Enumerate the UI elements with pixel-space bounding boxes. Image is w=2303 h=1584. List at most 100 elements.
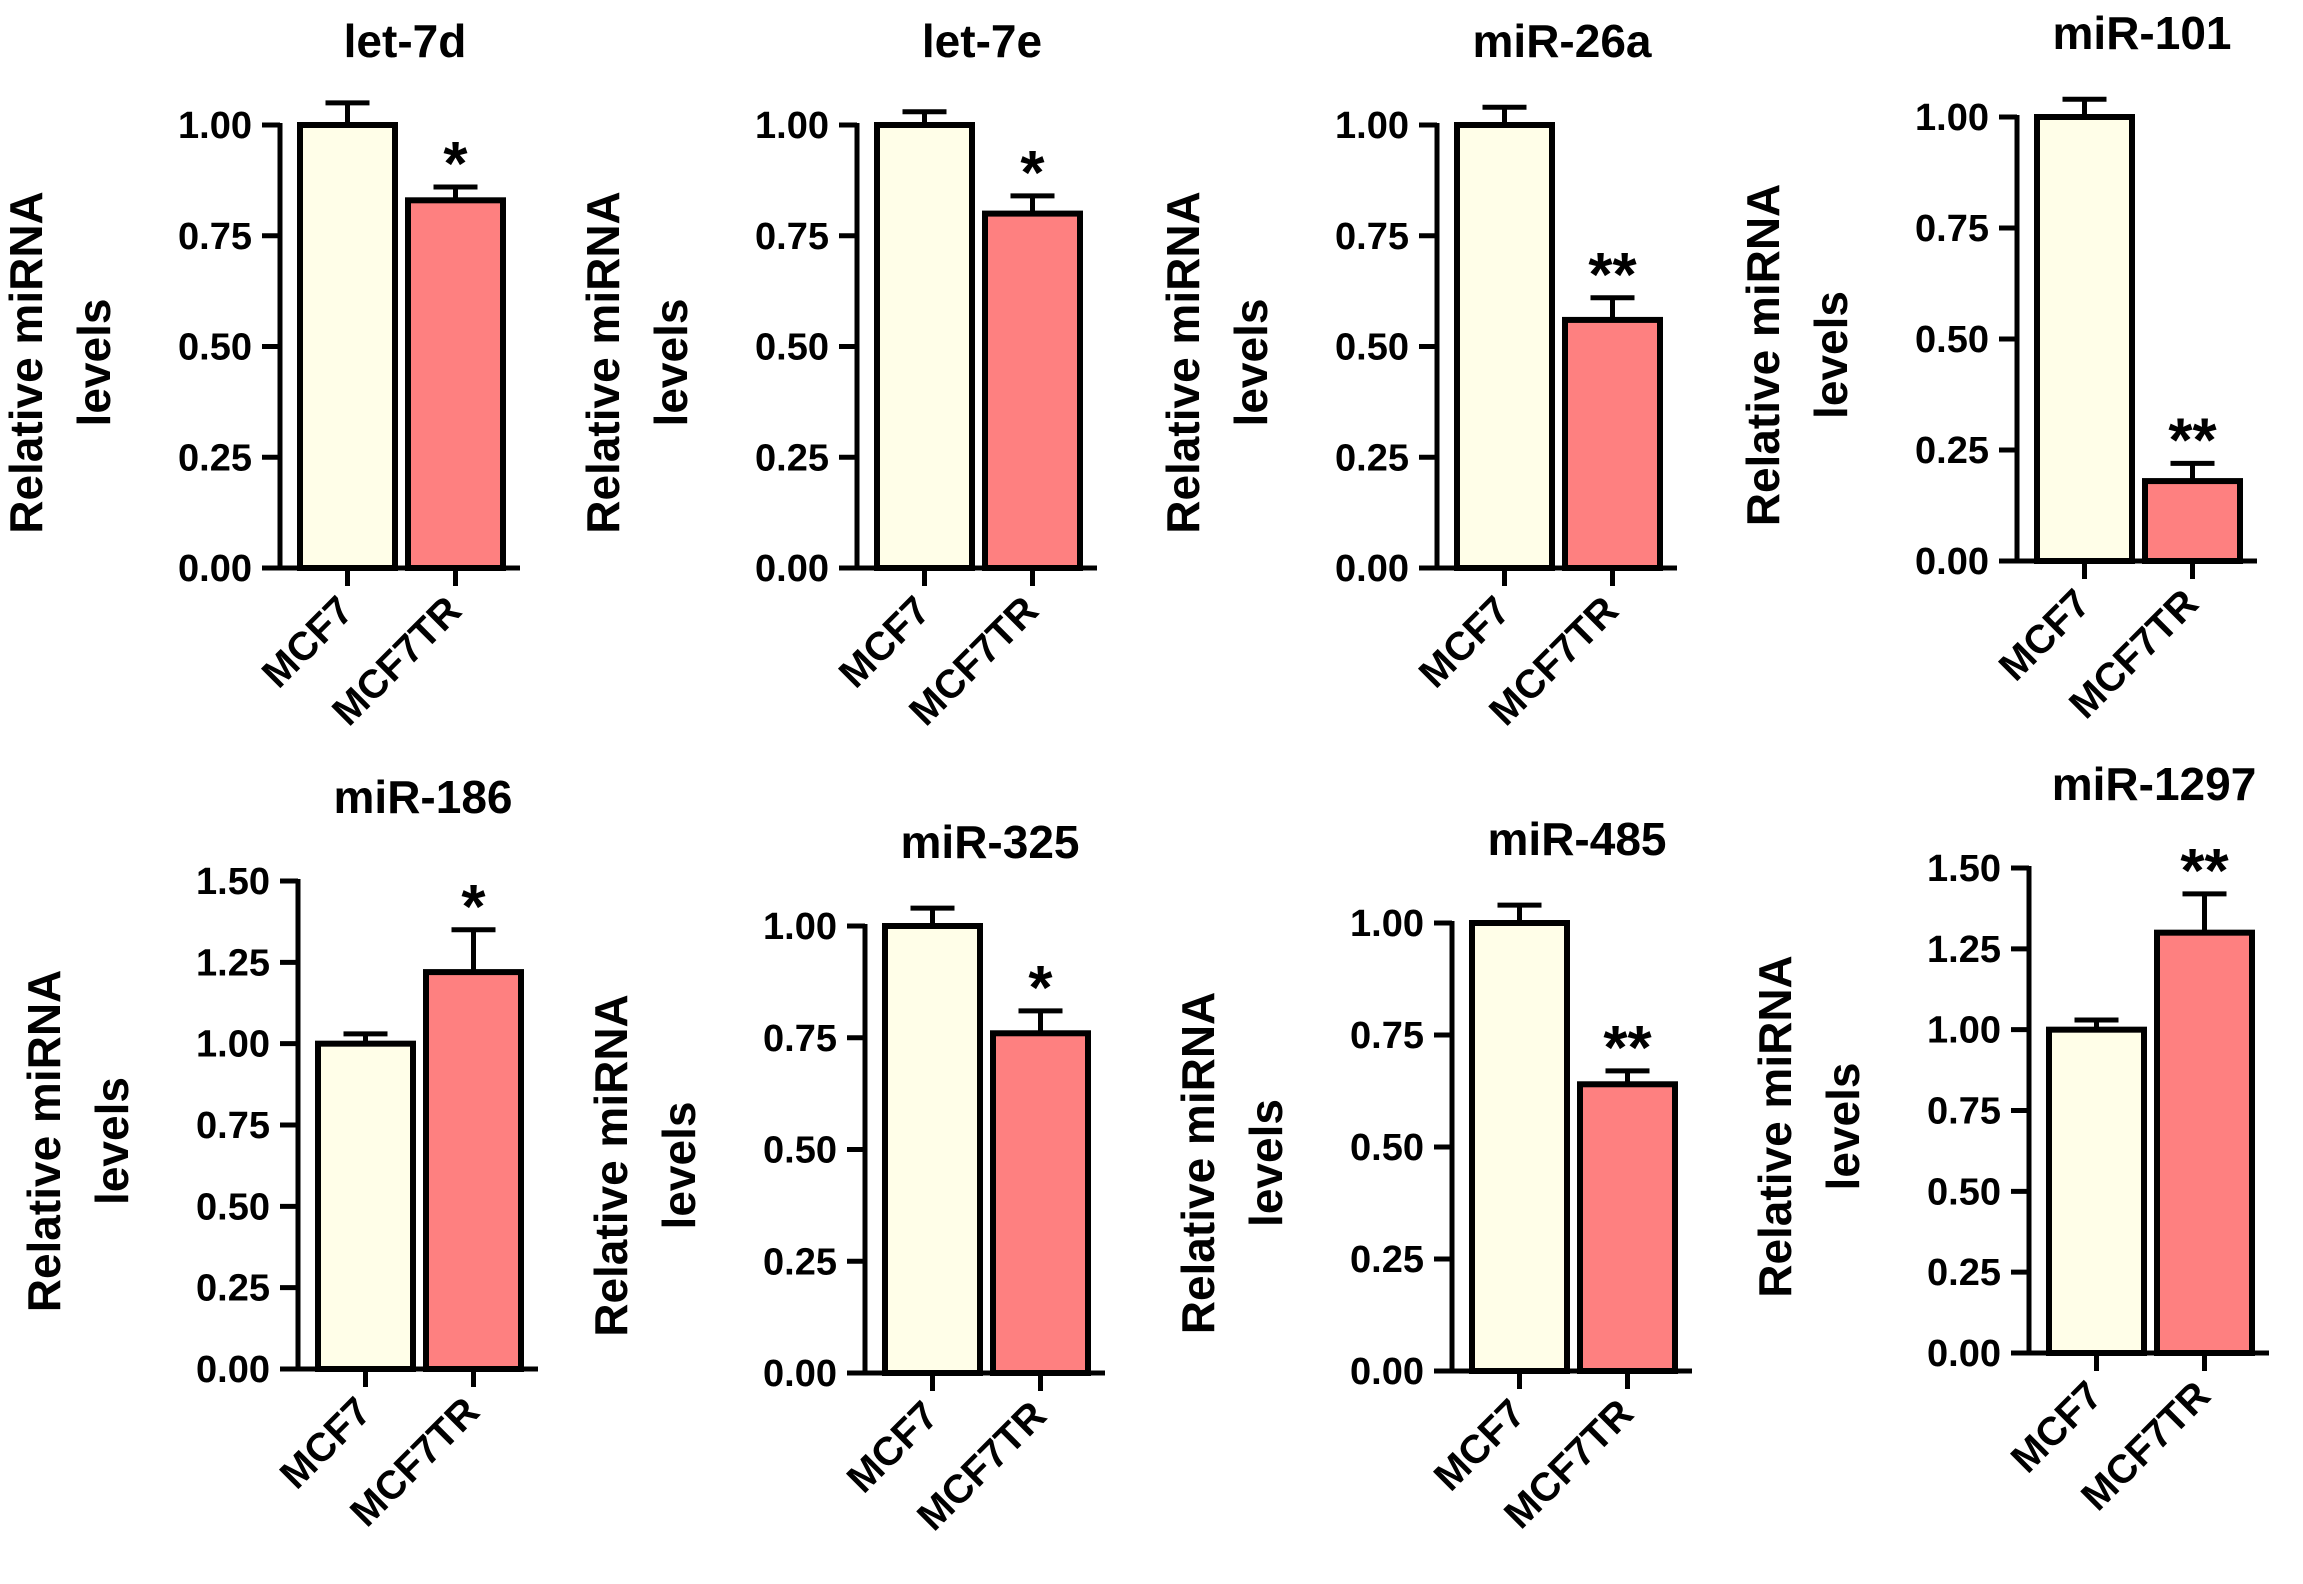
bar-MCF7TR xyxy=(405,197,506,571)
y-axis-label: levels xyxy=(1817,1063,1869,1191)
bar-MCF7TR xyxy=(1577,1081,1678,1375)
y-tick-label: 0.00 xyxy=(1350,1351,1424,1393)
significance-marker: * xyxy=(461,873,486,942)
y-tick-label: 0.00 xyxy=(1927,1333,2001,1375)
bar-MCF7TR xyxy=(2154,929,2255,1357)
y-tick-label: 0.75 xyxy=(755,216,829,258)
chart-panel-miR-101: miR-101 Relative miRNA levels 0.00 0.25 0.50 0… xyxy=(1737,7,2257,727)
y-tick-label: 0.50 xyxy=(755,327,829,369)
y-tick-label: 0.25 xyxy=(1927,1252,2001,1294)
y-axis-label: levels xyxy=(645,299,697,427)
chart-panel-miR-26a: miR-26a Relative miRNA levels 0.00 0.25 0.50 0… xyxy=(1157,15,1677,734)
bar-MCF7 xyxy=(874,122,975,571)
y-axis-label: Relative miRNA xyxy=(1157,191,1209,534)
chart-panel-miR-325: miR-325 Relative miRNA levels 0.00 0.25 0.50 0… xyxy=(585,816,1105,1539)
y-tick-label: 0.00 xyxy=(763,1353,837,1395)
y-axis-label: Relative miRNA xyxy=(1749,955,1801,1298)
y-tick-label: 0.75 xyxy=(1350,1015,1424,1057)
y-tick-label: 0.25 xyxy=(196,1268,270,1310)
y-tick-label: 0.50 xyxy=(763,1130,837,1172)
y-tick-label: 0.00 xyxy=(196,1349,270,1391)
y-axis-label: Relative miRNA xyxy=(1737,184,1789,527)
y-tick-label: 0.25 xyxy=(178,437,252,479)
y-tick-label: 0.50 xyxy=(1915,319,1989,361)
y-tick-label: 0.25 xyxy=(1350,1239,1424,1281)
y-axis-label: Relative miRNA xyxy=(0,191,52,534)
y-tick-label: 0.50 xyxy=(178,327,252,369)
bar-MCF7 xyxy=(1469,920,1570,1374)
y-tick-label: 1.50 xyxy=(196,861,270,903)
y-tick-label: 1.25 xyxy=(196,942,270,984)
significance-marker: ** xyxy=(2180,837,2229,906)
y-axis-label: Relative miRNA xyxy=(18,970,70,1313)
chart-panel-miR-186: miR-186 Relative miRNA levels 0.00 0.25 0.50 0… xyxy=(18,771,538,1535)
y-axis-label: Relative miRNA xyxy=(577,191,629,534)
significance-marker: * xyxy=(443,130,468,199)
y-tick-label: 0.00 xyxy=(755,548,829,590)
y-tick-label: 1.00 xyxy=(1350,903,1424,945)
chart-title: miR-485 xyxy=(1488,813,1667,865)
significance-marker: ** xyxy=(2168,406,2217,475)
bar-MCF7TR xyxy=(2142,478,2243,564)
y-axis-label: levels xyxy=(1805,291,1857,419)
bar-MCF7 xyxy=(2034,114,2135,564)
y-axis-label: levels xyxy=(68,299,120,427)
y-tick-label: 0.25 xyxy=(1335,437,1409,479)
chart-panel-miR-1297: miR-1297 Relative miRNA levels 0.00 0.25 0.50… xyxy=(1749,758,2269,1519)
chart-title: miR-26a xyxy=(1473,15,1652,67)
y-tick-label: 1.25 xyxy=(1927,929,2001,971)
y-axis-label: levels xyxy=(86,1077,138,1205)
y-axis-label: levels xyxy=(653,1102,705,1230)
significance-marker: ** xyxy=(1603,1014,1652,1083)
y-tick-label: 0.00 xyxy=(1915,541,1989,583)
y-tick-label: 1.00 xyxy=(1335,105,1409,147)
chart-panel-miR-485: miR-485 Relative miRNA levels 0.00 0.25 0.50 0… xyxy=(1172,813,1692,1537)
bar-MCF7 xyxy=(1454,122,1555,571)
y-tick-label: 0.75 xyxy=(1927,1091,2001,1133)
y-tick-label: 0.25 xyxy=(1915,430,1989,472)
chart-title: miR-325 xyxy=(901,816,1080,868)
chart-title: let-7e xyxy=(922,15,1042,67)
bar-MCF7TR xyxy=(423,969,524,1372)
y-tick-label: 1.00 xyxy=(1927,1010,2001,1052)
bar-MCF7 xyxy=(315,1040,416,1372)
y-tick-label: 0.75 xyxy=(196,1105,270,1147)
bar-MCF7 xyxy=(297,122,398,571)
y-tick-label: 0.25 xyxy=(763,1241,837,1283)
bar-MCF7 xyxy=(882,923,983,1376)
y-tick-label: 1.00 xyxy=(763,906,837,948)
y-tick-label: 0.75 xyxy=(178,216,252,258)
y-tick-label: 1.00 xyxy=(755,105,829,147)
y-tick-label: 0.75 xyxy=(1335,216,1409,258)
chart-title: let-7d xyxy=(344,15,467,67)
y-tick-label: 0.50 xyxy=(1350,1127,1424,1169)
significance-marker: ** xyxy=(1588,241,1637,310)
y-tick-label: 0.75 xyxy=(1915,208,1989,250)
significance-marker: * xyxy=(1028,954,1053,1023)
chart-title: miR-101 xyxy=(2053,7,2232,59)
chart-panel-let-7d: let-7d Relative miRNA levels 0.00 0.25 0.50 0.… xyxy=(0,15,520,734)
y-tick-label: 1.00 xyxy=(178,105,252,147)
chart-title: miR-1297 xyxy=(2052,758,2257,810)
y-tick-label: 0.00 xyxy=(1335,548,1409,590)
y-axis-label: levels xyxy=(1225,299,1277,427)
bar-MCF7 xyxy=(2046,1026,2147,1356)
chart-title: miR-186 xyxy=(334,771,513,823)
chart-panel-let-7e: let-7e Relative miRNA levels 0.00 0.25 0.50 0.… xyxy=(577,15,1097,734)
y-axis-label: Relative miRNA xyxy=(1172,992,1224,1335)
bar-MCF7TR xyxy=(1562,316,1663,572)
bar-MCF7TR xyxy=(990,1030,1091,1377)
y-tick-label: 1.50 xyxy=(1927,848,2001,890)
bar-MCF7TR xyxy=(982,210,1083,571)
y-axis-label: Relative miRNA xyxy=(585,994,637,1337)
y-tick-label: 0.75 xyxy=(763,1018,837,1060)
y-tick-label: 0.00 xyxy=(178,548,252,590)
significance-marker: * xyxy=(1020,139,1045,208)
y-axis-label: levels xyxy=(1240,1099,1292,1227)
y-tick-label: 0.25 xyxy=(755,437,829,479)
y-tick-label: 0.50 xyxy=(1335,327,1409,369)
y-tick-label: 0.50 xyxy=(1927,1171,2001,1213)
y-tick-label: 0.50 xyxy=(196,1186,270,1228)
y-tick-label: 1.00 xyxy=(1915,97,1989,139)
